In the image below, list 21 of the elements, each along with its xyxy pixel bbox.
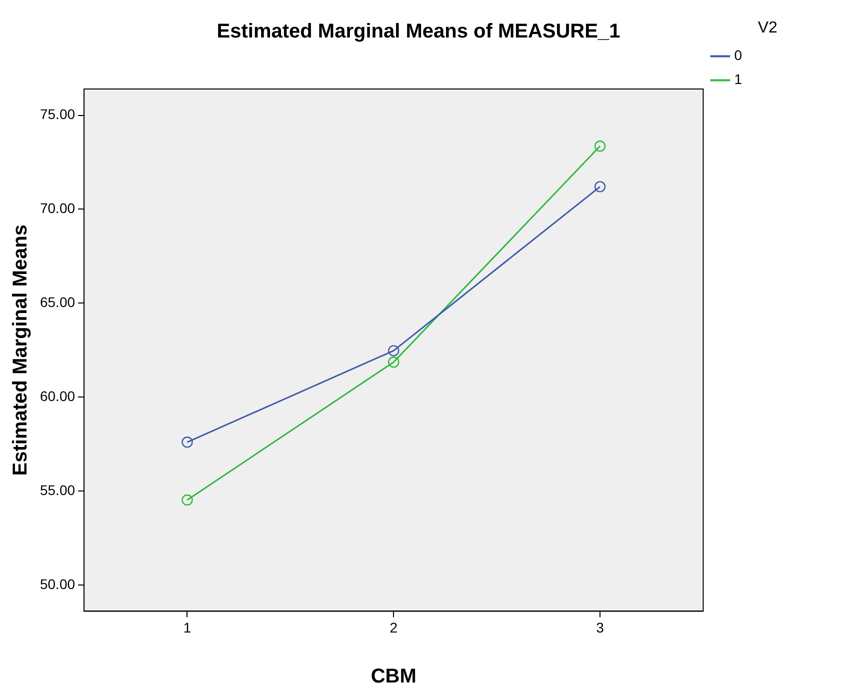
y-tick-label: 50.00 bbox=[40, 576, 76, 592]
point bbox=[388, 356, 400, 368]
legend-label: 0 bbox=[734, 47, 742, 64]
x-axis-title: CBM bbox=[370, 666, 416, 688]
y-tick-label: 70.00 bbox=[40, 200, 76, 216]
y-tick-label: 60.00 bbox=[40, 388, 76, 404]
point bbox=[594, 181, 606, 192]
x-tick-label: 2 bbox=[390, 619, 398, 636]
point bbox=[388, 345, 400, 356]
chart-title: Estimated Marginal Means of MEASURE_1 bbox=[216, 20, 620, 43]
x-tick-label: 3 bbox=[596, 619, 604, 636]
y-tick-label: 65.00 bbox=[40, 294, 76, 310]
y-tick-label: 75.00 bbox=[40, 106, 76, 122]
point bbox=[594, 140, 606, 152]
y-axis-title: Estimated Marginal Means bbox=[10, 224, 32, 476]
y-tick-label: 55.00 bbox=[40, 482, 76, 498]
x-tick-label: 1 bbox=[183, 619, 192, 636]
point bbox=[182, 494, 193, 506]
point bbox=[182, 436, 193, 448]
legend-label: 1 bbox=[734, 71, 742, 88]
legend-title: V2 bbox=[758, 19, 778, 36]
